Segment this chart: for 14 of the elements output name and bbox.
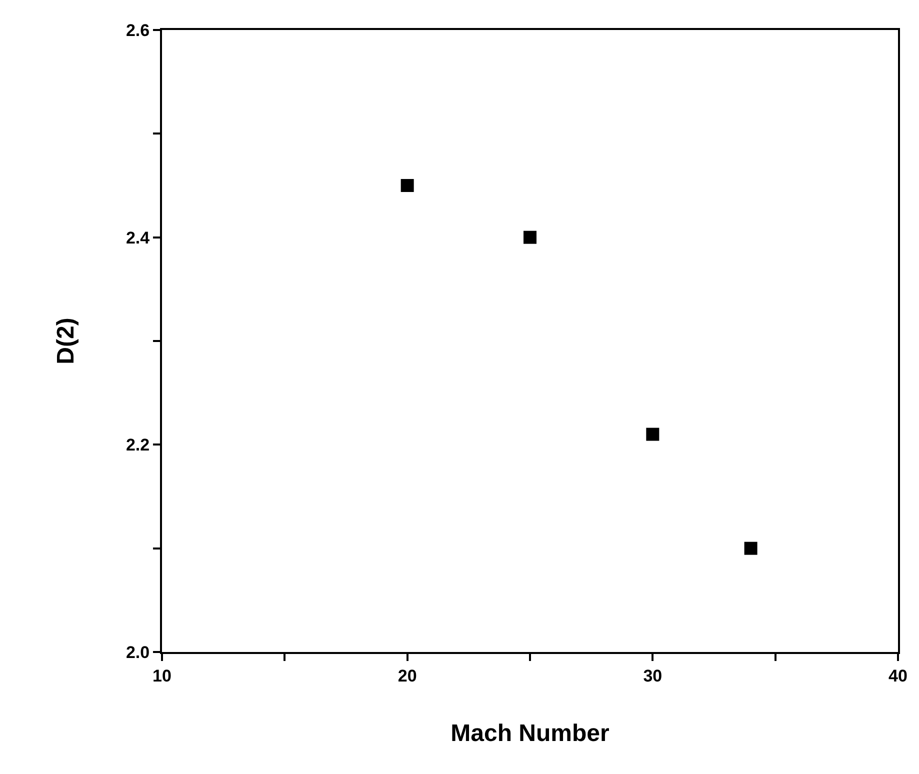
x-tick-label: 40 xyxy=(888,666,908,686)
point xyxy=(744,542,758,555)
y-tick-label: 2.0 xyxy=(126,642,150,662)
point xyxy=(400,179,414,192)
x-axis-title: Mach Number xyxy=(450,720,610,748)
x-tick-label: 30 xyxy=(643,666,662,686)
y-axis-title: D(2) xyxy=(52,318,80,364)
y-tick-label: 2.6 xyxy=(126,20,150,40)
point xyxy=(524,230,536,244)
point xyxy=(646,428,660,441)
x-tick-label: 10 xyxy=(152,666,172,686)
y-tick-label: 2.4 xyxy=(126,228,150,248)
y-tick-label: 2.2 xyxy=(126,436,150,455)
x-tick-label: 20 xyxy=(398,666,417,686)
